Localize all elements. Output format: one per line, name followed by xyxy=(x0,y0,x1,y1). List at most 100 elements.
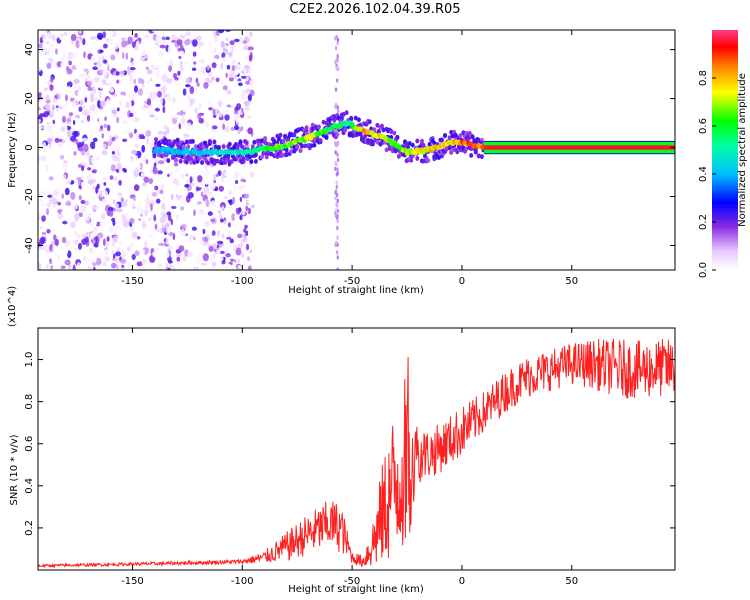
spectrogram-noise-point xyxy=(167,267,171,270)
spectrogram-noise-point xyxy=(231,65,236,69)
spectrogram-noise-point xyxy=(166,78,173,84)
spectrogram-noise-point xyxy=(93,76,100,83)
spectrogram-noise-point xyxy=(132,176,137,180)
ridge-halo-point xyxy=(443,133,447,138)
spectrogram-noise-point xyxy=(241,107,244,113)
spectrogram-noise-point xyxy=(120,267,125,270)
spectrogram-noise-point xyxy=(66,56,70,62)
spectrogram-noise-point xyxy=(180,173,185,180)
spectrogram-noise-point xyxy=(116,116,120,124)
spectrogram-noise-point xyxy=(63,174,67,179)
spectrogram-noise-point xyxy=(73,151,77,156)
spectrogram-noise-point xyxy=(234,215,240,219)
spectrogram-noise-point xyxy=(48,123,55,127)
spectrogram-noise-point xyxy=(219,256,224,262)
spectrogram-streak-point xyxy=(334,45,338,51)
spectrogram-noise-point xyxy=(235,180,239,184)
ridge-halo-point xyxy=(370,141,375,147)
ridge-halo-point xyxy=(263,136,268,141)
spectrogram-noise-point xyxy=(196,82,200,87)
spectrogram-noise-point xyxy=(93,108,98,115)
ridge-halo-point xyxy=(415,138,420,144)
spectrogram-noise-point xyxy=(155,83,161,87)
spectrogram-noise-point xyxy=(182,88,187,96)
snr-x-tick-label: -100 xyxy=(231,576,254,587)
spectrogram-noise-point xyxy=(67,229,72,236)
spectrogram-noise-point xyxy=(191,67,197,71)
spectrogram-noise-point xyxy=(177,234,183,240)
spectrogram-noise-point xyxy=(187,192,194,199)
spectrogram-noise-point xyxy=(138,191,143,200)
spectrogram-noise-point xyxy=(74,114,81,119)
spectrogram-noise-point xyxy=(188,234,194,240)
spectrogram-noise-point xyxy=(66,81,73,88)
spectrogram-noise-point xyxy=(166,126,170,135)
spectrogram-noise-point xyxy=(197,113,202,120)
spectrogram-noise-point xyxy=(54,40,58,46)
spectrogram-noise-point xyxy=(245,205,248,211)
spectrogram-noise-point xyxy=(114,203,120,209)
spectrogram-streak-point xyxy=(336,225,339,231)
spectrogram-noise-point xyxy=(67,250,72,259)
spectrogram-noise-point xyxy=(84,97,88,103)
ridge-halo-point xyxy=(426,158,431,164)
spectrogram-noise-point xyxy=(177,189,182,197)
spectrogram-noise-point xyxy=(176,256,181,262)
spectrogram-noise-point xyxy=(129,209,133,214)
spectrogram-noise-point xyxy=(189,86,195,95)
spectrogram-panel: -150 -100 -50 0 50 -40 -20 0 20 40 Height of str… xyxy=(7,29,676,296)
spectrogram-noise-point xyxy=(152,166,156,172)
spectrogram-noise-point xyxy=(38,125,43,130)
spectrogram-noise-point xyxy=(199,125,205,129)
spectrogram-noise-point xyxy=(157,130,164,135)
snr-x-tick-label: 0 xyxy=(459,576,465,587)
spectrogram-noise-point xyxy=(120,37,126,41)
spectrogram-noise-point xyxy=(83,51,86,59)
ridge-halo-point xyxy=(253,159,258,164)
spectrogram-noise-point xyxy=(105,85,108,92)
spectrogram-noise-point xyxy=(121,40,127,48)
spectrogram-noise-point xyxy=(111,240,116,247)
spectrogram-noise-point xyxy=(38,147,45,151)
spectrogram-noise-point xyxy=(193,61,197,65)
spectrogram-noise-point xyxy=(251,84,255,89)
spectrogram-noise-point xyxy=(226,64,231,70)
spectrogram-noise-point xyxy=(48,128,54,136)
spectrogram-noise-point xyxy=(105,242,108,248)
spectrogram-noise-point xyxy=(174,106,181,112)
spectrogram-noise-point xyxy=(89,93,95,101)
spectrogram-noise-point xyxy=(146,69,153,75)
spectrogram-noise-point xyxy=(49,111,53,117)
spectrogram-noise-point xyxy=(158,160,165,165)
spectrogram-noise-point xyxy=(182,108,188,113)
spectrogram-noise-point xyxy=(228,189,233,196)
spectrogram-noise-point xyxy=(131,149,138,155)
spectrogram-noise-point xyxy=(244,64,250,70)
spectrogram-noise-point xyxy=(106,98,110,106)
spectrogram-noise-point xyxy=(208,46,215,54)
spectrogram-noise-point xyxy=(90,173,94,179)
spectrogram-noise-point xyxy=(148,264,153,270)
spectrogram-noise-point xyxy=(218,100,223,107)
spectrogram-noise-point xyxy=(247,256,250,262)
spectrogram-noise-point xyxy=(248,54,253,62)
spectrogram-noise-point xyxy=(122,138,128,142)
spectrogram-noise-point xyxy=(176,261,182,267)
spectrogram-streak-point xyxy=(335,192,339,198)
spectrogram-noise-point xyxy=(42,35,47,39)
spectrogram-noise-point xyxy=(108,79,114,84)
spectrogram-noise-point xyxy=(208,107,213,111)
ridge-halo-point xyxy=(264,141,269,147)
spectrogram-noise-point xyxy=(125,52,129,60)
spectrogram-noise-point xyxy=(231,59,236,65)
ridge-halo-point xyxy=(241,156,246,162)
snr-x-tick-label: -150 xyxy=(121,576,144,587)
spectrogram-noise-point xyxy=(227,230,232,238)
spectrogram-noise-point xyxy=(228,205,234,210)
spectrogram-noise-point xyxy=(212,108,216,117)
spectrogram-noise-point xyxy=(155,71,161,79)
spectrogram-noise-point xyxy=(206,260,211,265)
ridge-halo-point xyxy=(375,139,380,145)
spectrogram-noise-point xyxy=(183,133,190,138)
